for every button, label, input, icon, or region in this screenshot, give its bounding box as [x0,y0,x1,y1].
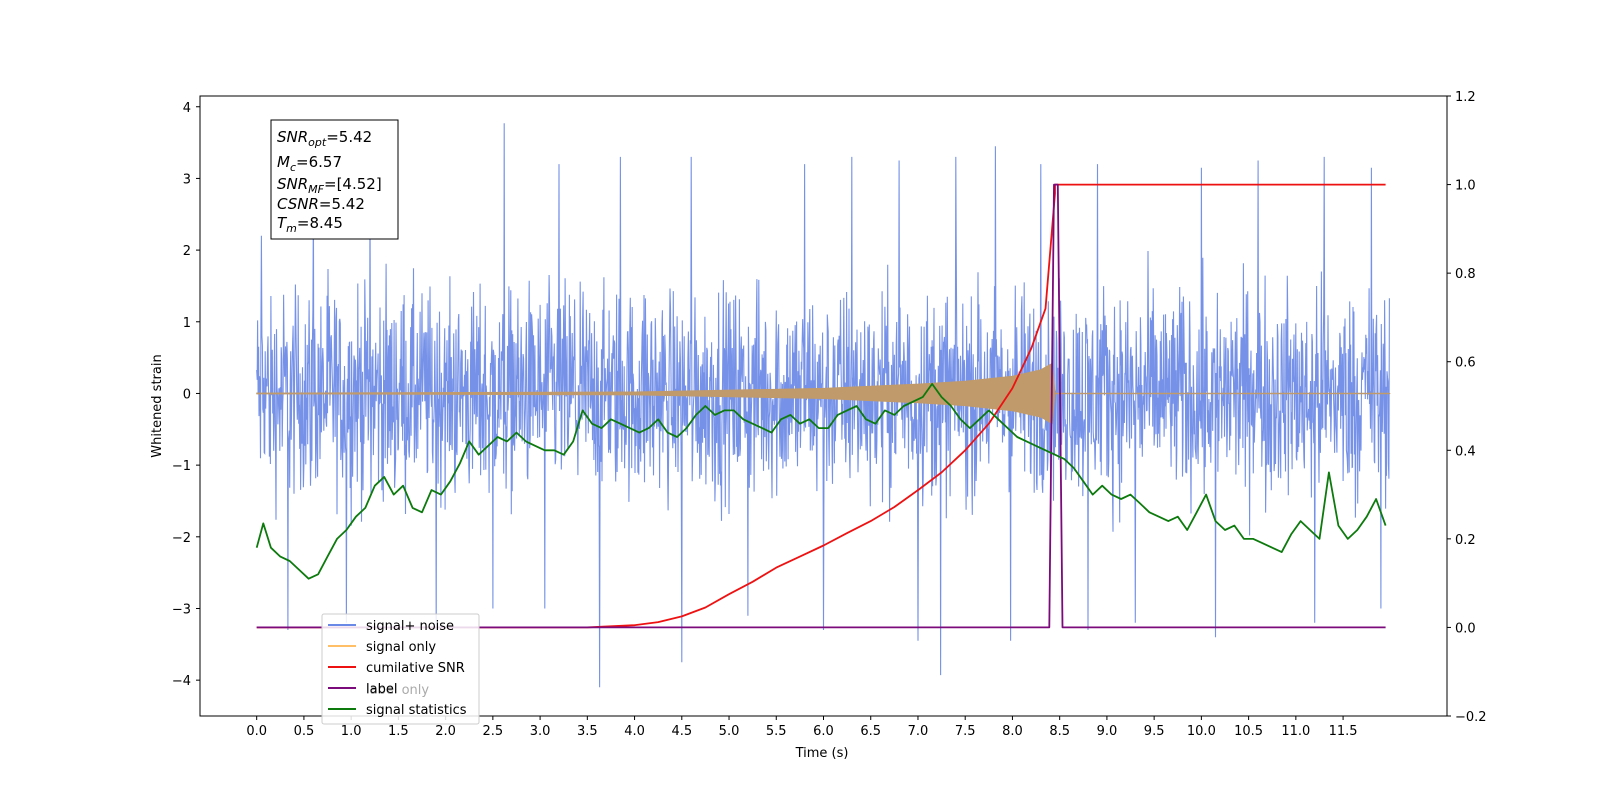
annotation-tm: Tm=8.45 [277,214,343,235]
y-tick-label-5: 1 [183,316,191,331]
y-tick-label-1: −3 [172,602,191,617]
y-tick-label-6: 2 [183,244,191,259]
x-tick-label-14: 7.0 [908,724,929,739]
y2-tick-label-5: 0.8 [1455,267,1476,282]
x-tick-label-9: 4.5 [671,724,692,739]
x-tick-label-16: 8.0 [1002,724,1023,739]
x-tick-label-23: 11.5 [1329,724,1358,739]
y-axis-label: Whitened strain [150,354,165,457]
x-axis-label: Time (s) [795,746,849,761]
y-axis-left: −4 −3 −2 −1 0 1 2 3 4 [172,101,200,689]
annotation-snr-mf: SNRMF=[4.52] [277,175,382,196]
x-tick-label-13: 6.5 [860,724,881,739]
y2-tick-label-7: 1.2 [1455,90,1476,105]
x-tick-label-0: 0.0 [246,724,267,739]
x-tick-label-18: 9.0 [1097,724,1118,739]
x-tick-label-5: 2.5 [483,724,504,739]
y-tick-label-2: −2 [172,531,191,546]
label-line [256,183,1386,629]
x-tick-label-17: 8.5 [1049,724,1070,739]
legend-label-signal-only: signal only [366,640,436,655]
x-tick-label-22: 11.0 [1281,724,1310,739]
x-tick-label-2: 1.0 [341,724,362,739]
x-tick-label-1: 0.5 [294,724,315,739]
annotation-csnr: CSNR=5.42 [277,195,365,213]
legend-label-signal-noise: signal+ noise [366,619,454,634]
legend-label-label: label [366,682,397,697]
y-axis-right: −0.2 0.0 0.2 0.4 0.6 0.8 1.0 1.2 [1447,90,1487,725]
legend-label-cumulative-snr: cumilative SNR [366,661,465,676]
x-tick-label-21: 10.5 [1234,724,1263,739]
x-tick-label-6: 3.0 [530,724,551,739]
x-tick-label-15: 7.5 [955,724,976,739]
x-tick-label-3: 1.5 [388,724,409,739]
y-tick-label-7: 3 [183,172,191,187]
x-tick-label-20: 10.0 [1187,724,1216,739]
y2-tick-label-4: 0.6 [1455,356,1476,371]
signal-statistics-line [255,383,1387,580]
legend-label-signal-statistics: signal statistics [366,703,467,718]
x-tick-label-12: 6.0 [813,724,834,739]
y-tick-label-3: −1 [172,459,191,474]
y2-tick-label-1: 0.0 [1455,621,1476,636]
y2-tick-label-3: 0.4 [1455,444,1476,459]
x-tick-label-4: 2.0 [435,724,456,739]
y2-tick-label-2: 0.2 [1455,533,1476,548]
y2-tick-label-6: 1.0 [1455,179,1476,194]
y-tick-label-0: −4 [172,674,191,689]
signal-only-line [256,362,1391,425]
x-tick-label-19: 9.5 [1144,724,1165,739]
y-tick-label-8: 4 [183,101,191,116]
x-tick-label-10: 5.0 [719,724,740,739]
x-tick-label-7: 3.5 [577,724,598,739]
cumulative-snr-line [256,183,1386,629]
x-axis: 0.0 0.5 1.0 1.5 2.0 2.5 3.0 3.5 4.0 4.5 5.0 5.5 6.0 6… [246,716,1358,739]
annotation-snr-opt: SNRopt=5.42 [277,128,372,149]
legend: label only signal+ noise signal only cum… [321,613,480,725]
y2-tick-label-0: −0.2 [1455,710,1487,725]
annotation-mc: Mc=6.57 [277,153,342,174]
legend-hidden-label-only: label only [366,683,429,698]
y-tick-label-4: 0 [183,387,191,402]
x-tick-label-8: 4.0 [624,724,645,739]
stats-annotation-box: SNRopt=5.42 Mc=6.57 SNRMF=[4.52] CSNR=5.… [270,119,399,240]
x-tick-label-11: 5.5 [766,724,787,739]
